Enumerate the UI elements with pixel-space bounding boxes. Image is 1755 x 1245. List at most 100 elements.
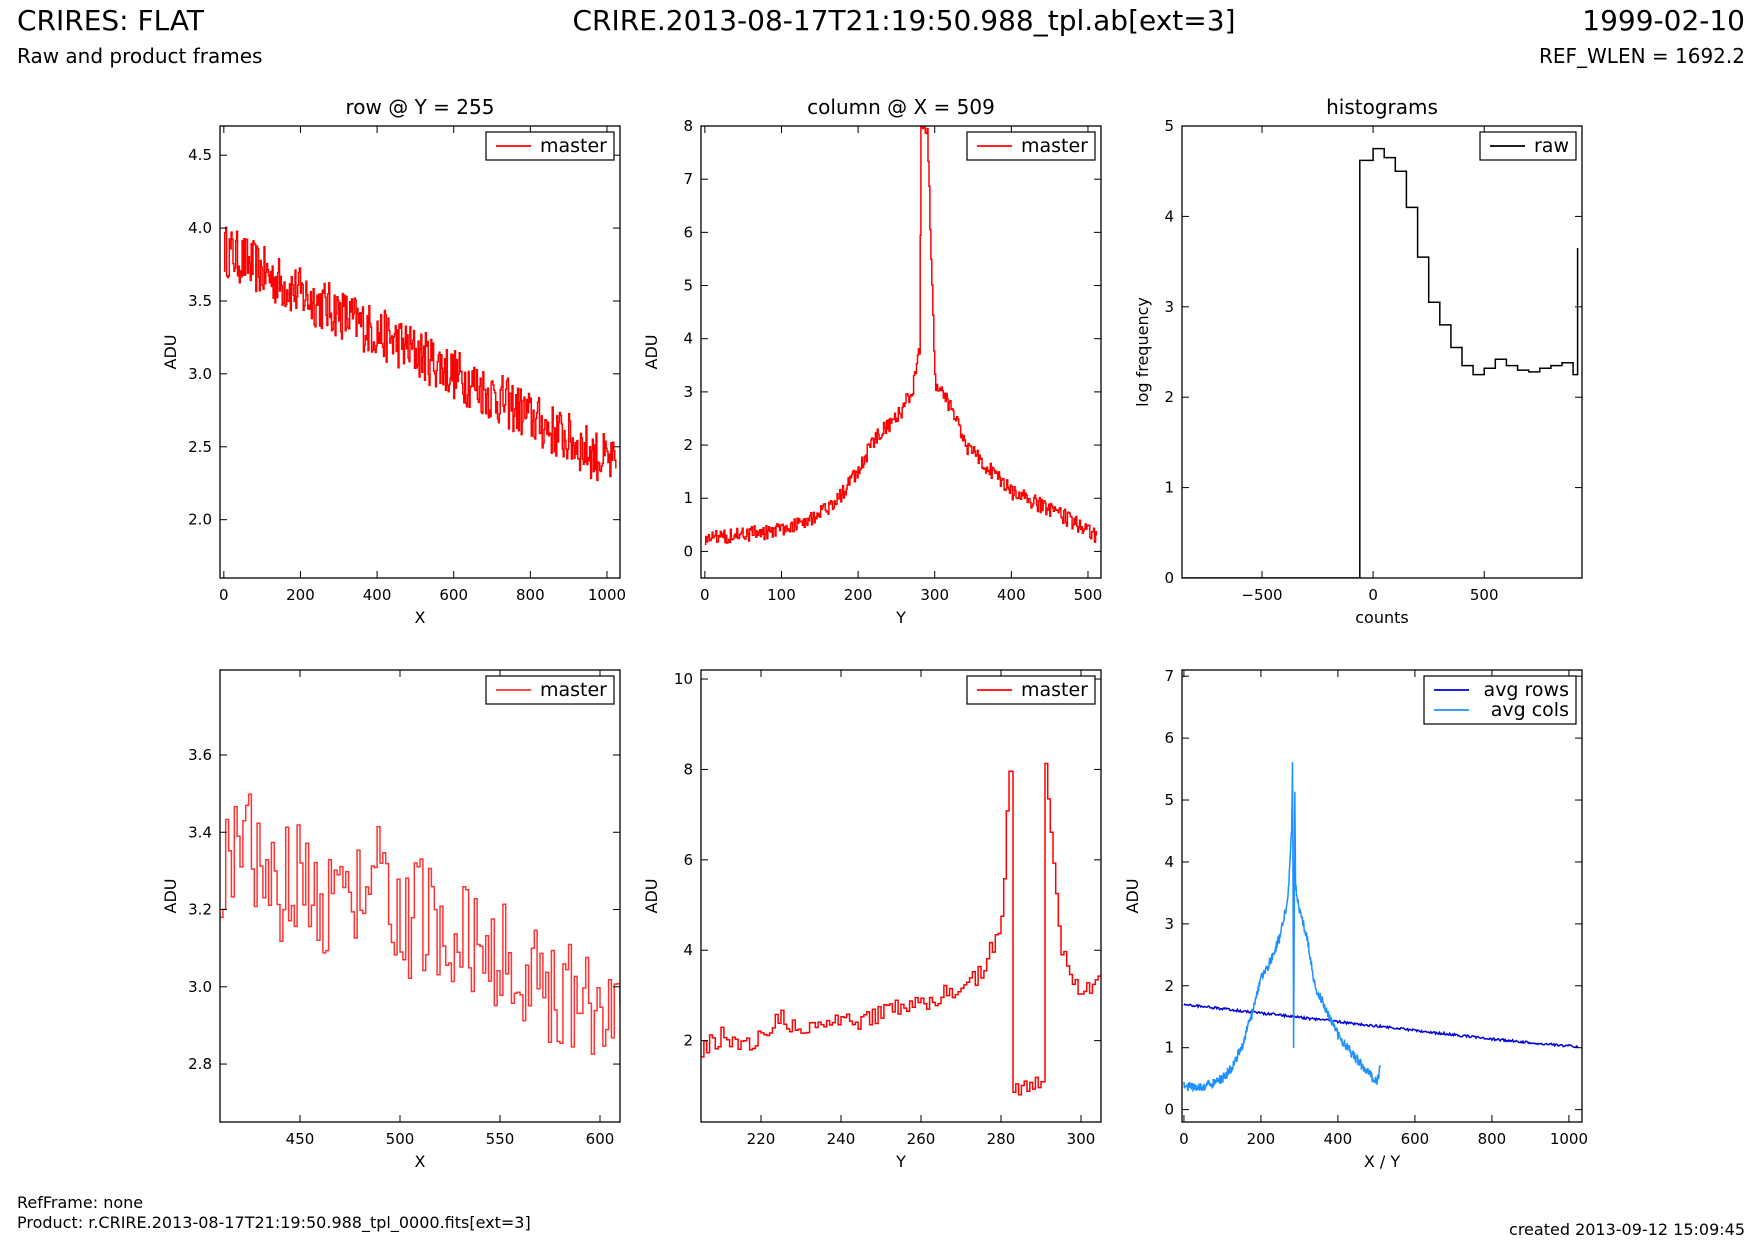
x-tick-label: 100 [767, 586, 796, 604]
x-tick-label: 0 [1368, 586, 1378, 604]
y-tick-label: 0 [1164, 569, 1174, 587]
y-tick-label: 4 [683, 941, 693, 959]
y-tick-label: 3 [1164, 298, 1174, 316]
legend: master [966, 131, 1096, 161]
x-tick-label: 0 [700, 586, 710, 604]
x-tick-label: 800 [516, 586, 545, 604]
x-tick-label: 600 [1401, 1130, 1430, 1148]
plot-frame [700, 125, 1102, 579]
y-tick-label: 4.5 [188, 146, 212, 164]
plot-frame [1181, 125, 1583, 579]
y-tick-label: 1 [683, 489, 693, 507]
y-tick-label: 3.4 [188, 823, 212, 841]
y-tick-label: 8 [683, 760, 693, 778]
x-tick-label: 400 [1324, 1130, 1353, 1148]
y-tick-label: 4.0 [188, 219, 212, 237]
legend-label: master [1021, 679, 1088, 701]
legend-label: master [1021, 135, 1088, 157]
plot-frame [1181, 669, 1583, 1123]
x-tick-label: 220 [747, 1130, 776, 1148]
y-tick-label: 3 [683, 383, 693, 401]
legend-label: avg rows [1484, 679, 1569, 701]
x-tick-label: 200 [1247, 1130, 1276, 1148]
plot-frame [219, 125, 621, 579]
y-axis-label: ADU [161, 879, 180, 914]
file-title: CRIRE.2013-08-17T21:19:50.988_tpl.ab[ext… [572, 4, 1236, 37]
x-tick-label: 280 [987, 1130, 1016, 1148]
series-line-avg-rows [1183, 1003, 1579, 1049]
legend: master [485, 675, 615, 705]
y-tick-label: 0 [1164, 1101, 1174, 1119]
y-tick-label: 2.5 [188, 438, 212, 456]
x-tick-label: 600 [439, 586, 468, 604]
legend: raw [1479, 131, 1577, 161]
series-line-master [220, 793, 620, 1055]
x-axis-label: counts [1355, 608, 1408, 627]
x-tick-label: 450 [286, 1130, 315, 1148]
legend-label: raw [1534, 135, 1569, 157]
y-tick-label: 8 [683, 117, 693, 135]
page-subtitle: Raw and product frames [17, 44, 263, 68]
legend-box [1423, 675, 1577, 725]
y-tick-label: 5 [1164, 791, 1174, 809]
y-tick-label: 3 [1164, 915, 1174, 933]
legend: master [485, 131, 615, 161]
y-tick-label: 2 [1164, 977, 1174, 995]
series-line-master [704, 126, 1098, 546]
legend-label: master [540, 679, 607, 701]
x-tick-label: 300 [920, 586, 949, 604]
x-tick-label: 300 [1067, 1130, 1096, 1148]
x-tick-label: 500 [386, 1130, 415, 1148]
y-axis-label: ADU [1123, 879, 1142, 914]
x-tick-label: 400 [997, 586, 1026, 604]
ref-frame-label: RefFrame: none [17, 1193, 144, 1212]
x-tick-label: 400 [363, 586, 392, 604]
plot-frame [700, 669, 1102, 1123]
y-axis-label: log frequency [1133, 297, 1152, 407]
legend: master [966, 675, 1096, 705]
chart-panel-1: row @ Y = 255 0 200 400 600 800 1000 2.0 2.5 3.0 3… [161, 95, 626, 627]
legend-label: avg cols [1491, 699, 1569, 721]
x-tick-label: 0 [219, 586, 229, 604]
x-tick-label: 800 [1478, 1130, 1507, 1148]
y-axis-label: ADU [642, 335, 661, 370]
chart-panel-2: column @ X = 509 0 100 200 300 400 500 0 1 2 3 4 5 6 7… [642, 95, 1102, 627]
created-label: created 2013-09-12 15:09:45 [1509, 1220, 1745, 1239]
chart-panel-6: 0 200 400 600 800 1000 0 1 2 3 4 5 6 7 X / Y ADU avg row… [1123, 667, 1588, 1171]
legend-label: master [540, 135, 607, 157]
y-tick-label: 1 [1164, 479, 1174, 497]
y-tick-label: 3.0 [188, 978, 212, 996]
x-tick-label: 200 [286, 586, 315, 604]
date-label: 1999-02-10 [1582, 4, 1745, 37]
page-title: CRIRES: FLAT [17, 4, 204, 37]
y-tick-label: 2.0 [188, 511, 212, 529]
x-axis-label: Y [895, 608, 906, 627]
chart-panel-5: 220 240 260 280 300 2 4 6 8 10 Y ADU master [642, 669, 1102, 1171]
chart-title: row @ Y = 255 [346, 95, 495, 119]
x-tick-label: 600 [586, 1130, 615, 1148]
x-tick-label: 500 [1074, 586, 1103, 604]
product-label: Product: r.CRIRE.2013-08-17T21:19:50.988… [17, 1213, 531, 1232]
y-tick-label: 7 [1164, 667, 1174, 685]
chart-panel-3: histograms −500 0 500 0 1 2 3 4 5 counts log freque… [1133, 95, 1583, 627]
y-tick-label: 10 [674, 670, 693, 688]
y-tick-label: 3.0 [188, 365, 212, 383]
x-tick-label: 550 [486, 1130, 515, 1148]
ref-wlen-label: REF_WLEN = 1692.2 [1538, 44, 1745, 68]
series-line-raw [1182, 147, 1579, 578]
y-axis-label: ADU [642, 879, 661, 914]
y-tick-label: 4 [1164, 853, 1174, 871]
x-axis-label: X [415, 608, 426, 627]
y-tick-label: 5 [1164, 117, 1174, 135]
y-tick-label: 2.8 [188, 1055, 212, 1073]
x-tick-label: 260 [907, 1130, 936, 1148]
x-axis-label: Y [895, 1152, 906, 1171]
x-axis-label: X / Y [1364, 1152, 1401, 1171]
x-tick-label: 1000 [588, 586, 626, 604]
chart-title: histograms [1326, 95, 1438, 119]
series-line-master [701, 762, 1101, 1096]
y-tick-label: 5 [683, 277, 693, 295]
y-tick-label: 6 [1164, 729, 1174, 747]
y-tick-label: 4 [683, 330, 693, 348]
